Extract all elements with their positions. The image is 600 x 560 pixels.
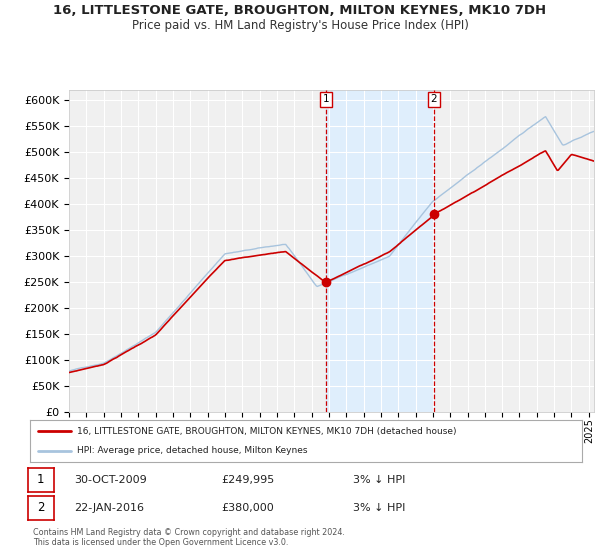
- Text: Price paid vs. HM Land Registry's House Price Index (HPI): Price paid vs. HM Land Registry's House …: [131, 19, 469, 32]
- Text: 3% ↓ HPI: 3% ↓ HPI: [353, 503, 405, 513]
- Text: Contains HM Land Registry data © Crown copyright and database right 2024.: Contains HM Land Registry data © Crown c…: [33, 528, 345, 536]
- Text: HPI: Average price, detached house, Milton Keynes: HPI: Average price, detached house, Milt…: [77, 446, 307, 455]
- Text: £249,995: £249,995: [221, 475, 274, 485]
- Text: £380,000: £380,000: [221, 503, 274, 513]
- Text: 16, LITTLESTONE GATE, BROUGHTON, MILTON KEYNES, MK10 7DH: 16, LITTLESTONE GATE, BROUGHTON, MILTON …: [53, 4, 547, 17]
- Text: 22-JAN-2016: 22-JAN-2016: [74, 503, 144, 513]
- Text: 16, LITTLESTONE GATE, BROUGHTON, MILTON KEYNES, MK10 7DH (detached house): 16, LITTLESTONE GATE, BROUGHTON, MILTON …: [77, 427, 457, 436]
- Text: 1: 1: [37, 473, 44, 487]
- Text: 3% ↓ HPI: 3% ↓ HPI: [353, 475, 405, 485]
- Text: This data is licensed under the Open Government Licence v3.0.: This data is licensed under the Open Gov…: [33, 538, 289, 547]
- Bar: [326, 90, 434, 412]
- Text: 30-OCT-2009: 30-OCT-2009: [74, 475, 146, 485]
- Text: 1: 1: [323, 95, 329, 104]
- Text: 2: 2: [37, 501, 44, 515]
- Text: 2: 2: [431, 95, 437, 104]
